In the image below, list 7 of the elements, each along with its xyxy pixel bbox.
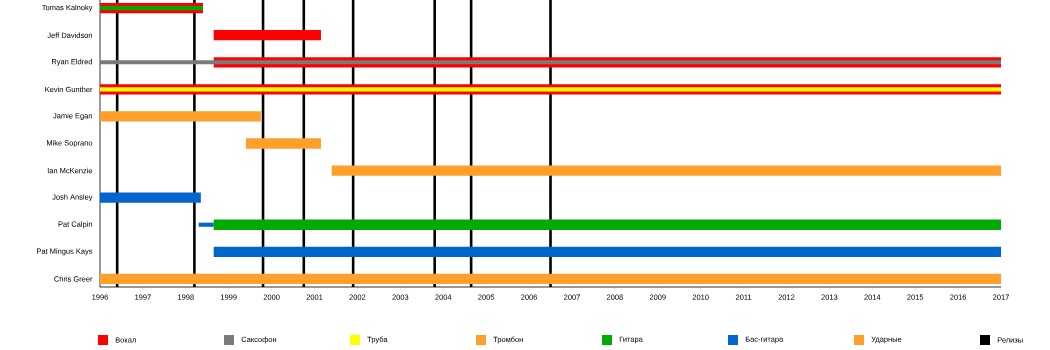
bar xyxy=(100,111,261,122)
bar xyxy=(213,246,1002,257)
bar xyxy=(245,138,321,149)
bar xyxy=(331,165,1002,176)
bar xyxy=(100,60,1002,65)
bar xyxy=(100,192,201,203)
bar xyxy=(213,30,321,41)
